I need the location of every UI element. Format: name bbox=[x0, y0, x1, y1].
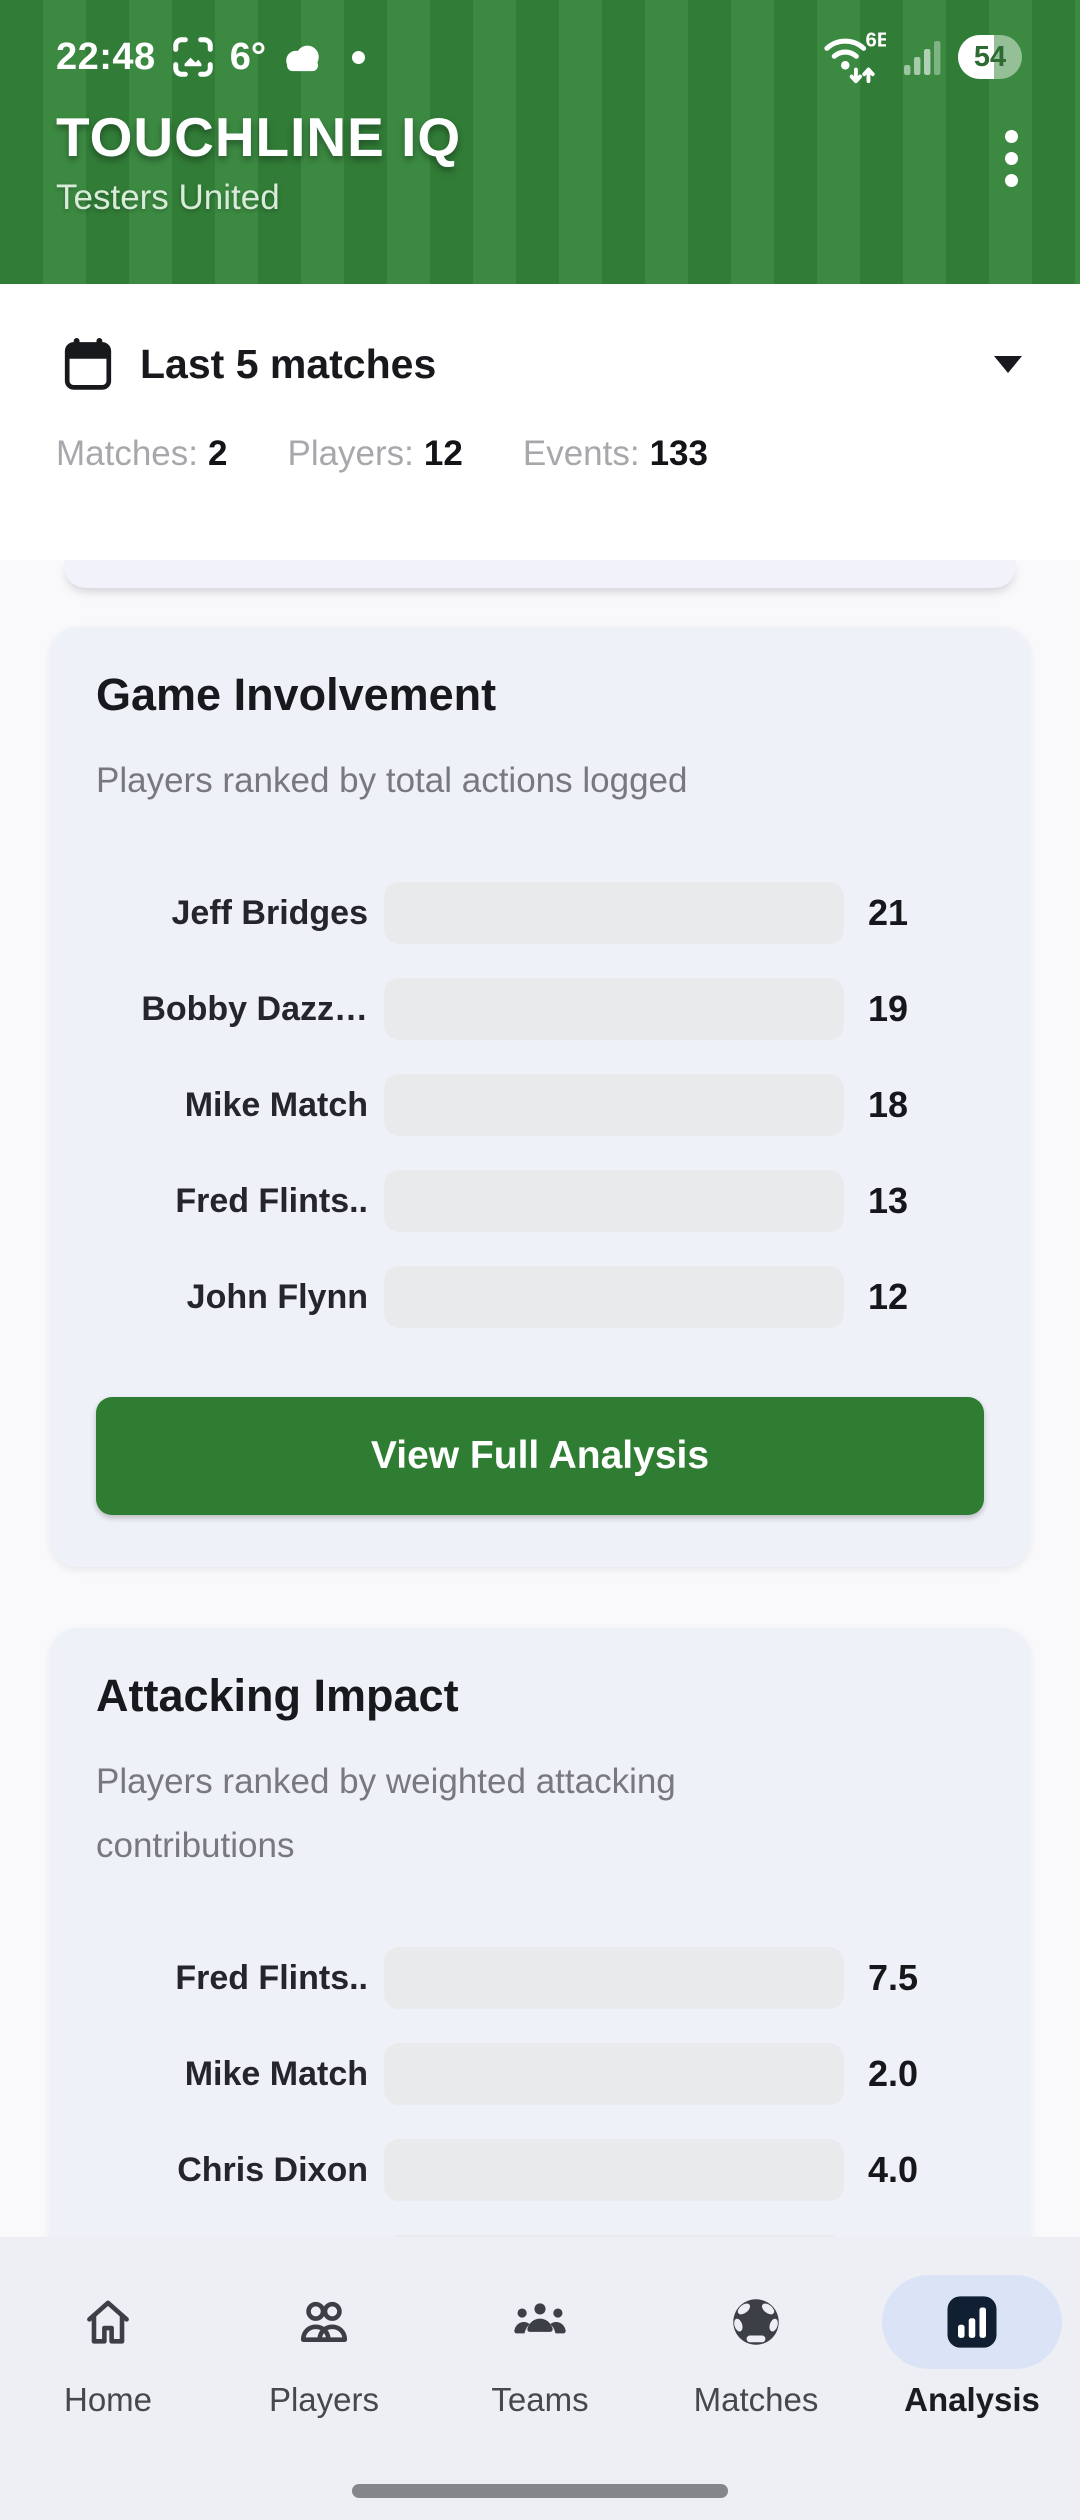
player-name: Fred Flints.. bbox=[175, 1958, 368, 1997]
card-subtitle: Players ranked by total actions logged bbox=[96, 761, 688, 800]
nav-label: Matches bbox=[693, 2381, 819, 2418]
bar-track bbox=[384, 1947, 844, 2009]
card-subtitle: Players ranked by weighted attacking con… bbox=[96, 1762, 676, 1865]
bar-value: 18 bbox=[868, 1084, 909, 1125]
bar-track bbox=[384, 2043, 844, 2105]
attacking-impact-chart: Fred Flints.. 7.5 Mike Match 2.0 Chris D… bbox=[96, 1930, 984, 2237]
bar-track bbox=[384, 1074, 844, 1136]
overflow-menu-button[interactable] bbox=[987, 108, 1036, 209]
signal-strength-icon bbox=[900, 35, 944, 79]
card-title: Attacking Impact bbox=[96, 1670, 459, 1721]
gesture-handle[interactable] bbox=[352, 2484, 728, 2498]
bar-value: 4.0 bbox=[868, 2149, 919, 2190]
players-icon bbox=[295, 2293, 353, 2351]
soccer-ball-icon bbox=[727, 2293, 785, 2351]
game-involvement-chart: Jeff Bridges 21 Bobby Dazz… 19 Mike Matc… bbox=[96, 865, 984, 1345]
player-name: Bobby Dazz… bbox=[141, 989, 368, 1028]
bottom-navigation: Home Players bbox=[0, 2237, 1080, 2520]
player-name: Jeff Bridges bbox=[171, 893, 369, 932]
nav-label: Players bbox=[268, 2381, 380, 2418]
bar-row: John Flynn 12 bbox=[96, 1249, 984, 1345]
bar-row: Bobby Dazz… 19 bbox=[96, 961, 984, 1057]
kebab-dot-icon bbox=[1005, 152, 1018, 165]
nav-item-analysis[interactable]: Analysis bbox=[864, 2237, 1080, 2520]
bar-track bbox=[384, 1266, 844, 1328]
card-title: Game Involvement bbox=[96, 669, 497, 720]
summary-stats: Matches: 2 Players: 12 Events: 133 bbox=[56, 434, 1080, 474]
status-bar: 22:48 6° bbox=[0, 0, 1080, 90]
nav-label: Teams bbox=[491, 2381, 589, 2418]
kebab-dot-icon bbox=[1005, 130, 1018, 143]
nav-label: Home bbox=[63, 2381, 153, 2418]
nav-item-home[interactable]: Home bbox=[0, 2237, 216, 2520]
notification-dot-icon bbox=[352, 50, 366, 64]
nav-item-teams[interactable]: Teams bbox=[432, 2237, 648, 2520]
temperature: 6° bbox=[229, 35, 267, 78]
screenshot-icon bbox=[170, 34, 216, 80]
bar-value: 21 bbox=[868, 892, 909, 933]
bar-track bbox=[384, 882, 844, 944]
filter-section: Last 5 matches Matches: 2 Players: 12 Even… bbox=[0, 284, 1080, 560]
analysis-chart-icon bbox=[944, 2293, 1000, 2351]
wifi-6e-icon: 6E bbox=[820, 28, 886, 86]
player-name: Mike Match bbox=[184, 2054, 368, 2093]
match-range-dropdown[interactable]: Last 5 matches bbox=[62, 336, 1022, 392]
player-name: Mike Match bbox=[184, 1085, 368, 1124]
battery-indicator: 54 bbox=[958, 35, 1022, 79]
nav-item-matches[interactable]: Matches bbox=[648, 2237, 864, 2520]
chevron-down-icon bbox=[994, 355, 1022, 373]
stat-events: Events: 133 bbox=[522, 434, 708, 473]
team-name: Testers United bbox=[56, 178, 280, 217]
nav-item-players[interactable]: Players bbox=[216, 2237, 432, 2520]
match-range-label: Last 5 matches bbox=[140, 340, 437, 387]
bar-row: Mike Match 18 bbox=[96, 1057, 984, 1153]
bar-track bbox=[384, 2235, 844, 2237]
game-involvement-card: Game Involvement Players ranked by total… bbox=[50, 627, 1030, 1567]
bar-track bbox=[384, 1170, 844, 1232]
bar-value: 2.0 bbox=[868, 2053, 919, 2094]
attacking-impact-card: Attacking Impact Players ranked by weigh… bbox=[50, 1628, 1030, 2237]
content-scroll-area[interactable]: Game Involvement Players ranked by total… bbox=[0, 560, 1080, 2237]
cloud-icon bbox=[280, 41, 326, 73]
bar-row-partial bbox=[96, 2218, 984, 2237]
player-name: John Flynn bbox=[186, 1277, 368, 1316]
active-nav-pill bbox=[882, 2275, 1062, 2369]
bar-track bbox=[384, 2139, 844, 2201]
battery-fill bbox=[958, 35, 994, 79]
bar-value: 7.5 bbox=[868, 1957, 919, 1998]
bar-row: Chris Dixon 4.0 bbox=[96, 2122, 984, 2218]
clock: 22:48 bbox=[56, 35, 156, 78]
stat-players: Players: 12 bbox=[287, 434, 463, 473]
player-name: Fred Flints.. bbox=[175, 1181, 368, 1220]
bar-value: 12 bbox=[868, 1276, 909, 1317]
bar-track bbox=[384, 978, 844, 1040]
calendar-icon bbox=[62, 336, 114, 392]
player-name: Chris Dixon bbox=[177, 2150, 368, 2189]
bar-value: 13 bbox=[868, 1180, 909, 1221]
bar-row: Mike Match 2.0 bbox=[96, 2026, 984, 2122]
app-title: TOUCHLINE IQ bbox=[56, 106, 462, 168]
svg-text:6E: 6E bbox=[866, 29, 886, 51]
kebab-dot-icon bbox=[1005, 174, 1018, 187]
bar-row: Jeff Bridges 21 bbox=[96, 865, 984, 961]
teams-icon bbox=[511, 2293, 569, 2351]
battery-percent: 54 bbox=[973, 40, 1007, 73]
view-full-analysis-button[interactable]: View Full Analysis bbox=[96, 1397, 984, 1515]
nav-label: Analysis bbox=[904, 2381, 1040, 2418]
stat-matches: Matches: 2 bbox=[56, 434, 228, 473]
bar-row: Fred Flints.. 7.5 bbox=[96, 1930, 984, 2026]
bar-row: Fred Flints.. 13 bbox=[96, 1153, 984, 1249]
home-icon bbox=[79, 2293, 137, 2351]
app-header: 22:48 6° bbox=[0, 0, 1080, 284]
bar-value: 19 bbox=[868, 988, 909, 1029]
previous-card-bottom-edge bbox=[64, 560, 1016, 588]
